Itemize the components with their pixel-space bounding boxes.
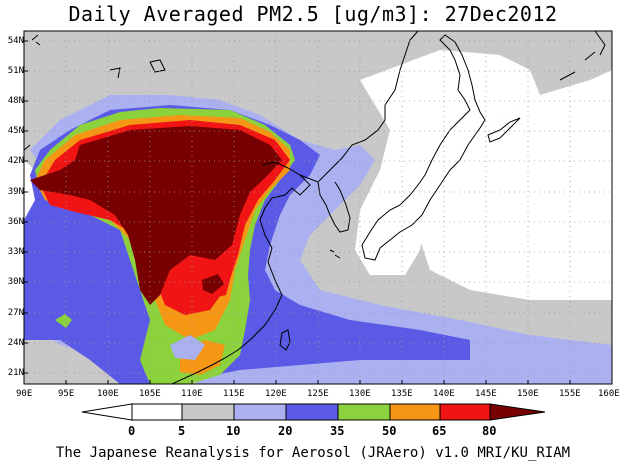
lon-label-120e: 120E (265, 389, 287, 399)
colorbar-arrow-left (81, 403, 133, 421)
lat-label-36n: 36N (7, 217, 24, 227)
lat-label-45n: 45N (7, 126, 24, 136)
white-japan-region (355, 50, 540, 275)
colorbar-label-10: 10 (226, 424, 241, 438)
colorbar-label-5: 5 (178, 424, 186, 438)
colorbar-cell-35-50 (337, 403, 391, 421)
colorbar-cell-65-80 (439, 403, 491, 421)
coastlines (24, 31, 606, 384)
colorbar-cell-20-35 (285, 403, 339, 421)
lon-label-140e: 140E (433, 389, 455, 399)
colorbar-label-80: 80 (482, 424, 497, 438)
lon-label-150e: 150E (517, 389, 539, 399)
lat-label-51n: 51N (7, 66, 24, 76)
lat-label-33n: 33N (7, 247, 24, 257)
contour-lightblue-hole (170, 335, 205, 360)
lon-label-90e: 90E (16, 389, 33, 399)
contour-green-island (55, 314, 72, 328)
lon-label-100e: 100E (97, 389, 119, 399)
colorbar-label-65: 65 (432, 424, 447, 438)
lat-label-39n: 39N (7, 187, 24, 197)
colorbar (81, 403, 546, 421)
lat-label-30n: 30N (7, 277, 24, 287)
footer-credit: The Japanese Reanalysis for Aerosol (JRA… (55, 445, 571, 461)
white-pacific (440, 100, 612, 292)
lon-label-155e: 155E (559, 389, 581, 399)
lon-label-130e: 130E (349, 389, 371, 399)
pm25-field (24, 31, 612, 384)
lat-label-54n: 54N (7, 36, 24, 46)
contour-darkred-hole (202, 274, 224, 294)
colorbar-cell-10-20 (233, 403, 287, 421)
map-title: Daily Averaged PM2.5 [ug/m3]: 27Dec2012 (68, 2, 558, 26)
contour-darkred (30, 126, 282, 305)
lon-label-160e: 160E (598, 389, 620, 399)
lat-label-48n: 48N (7, 96, 24, 106)
colorbar-cell-5-10 (181, 403, 235, 421)
colorbar-label-20: 20 (278, 424, 293, 438)
gridlines (24, 31, 612, 384)
lat-label-21n: 21N (7, 368, 24, 378)
colorbar-label-35: 35 (330, 424, 345, 438)
colorbar-label-50: 50 (382, 424, 397, 438)
lon-label-145e: 145E (475, 389, 497, 399)
lon-label-115e: 115E (223, 389, 245, 399)
lon-label-105e: 105E (139, 389, 161, 399)
lon-label-135e: 135E (391, 389, 413, 399)
lon-label-125e: 125E (307, 389, 329, 399)
colorbar-label-0: 0 (128, 424, 136, 438)
colorbar-cell-0-5 (131, 403, 183, 421)
lat-label-24n: 24N (7, 338, 24, 348)
colorbar-arrow-right (489, 403, 546, 421)
lat-label-27n: 27N (7, 308, 24, 318)
contour-gray-nw (24, 31, 340, 150)
lon-label-110e: 110E (181, 389, 203, 399)
lon-label-95e: 95E (58, 389, 75, 399)
tick-marks (24, 40, 571, 384)
lat-label-42n: 42N (7, 156, 24, 166)
colorbar-cell-50-65 (389, 403, 441, 421)
